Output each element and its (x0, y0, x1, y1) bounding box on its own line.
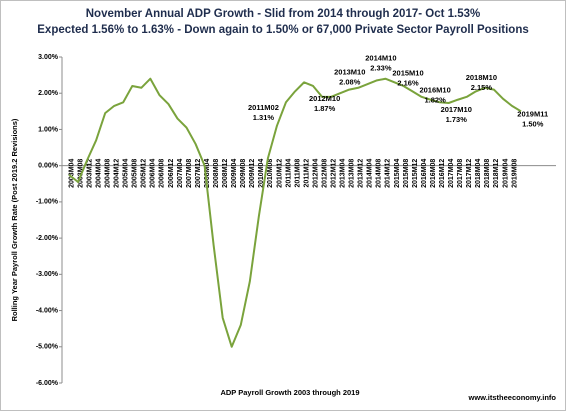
x-tick-label: 2009M12 (249, 159, 256, 188)
x-tick-label: 2018M08 (484, 159, 491, 188)
x-tick-label: 2010M04 (258, 159, 265, 188)
x-tick-label: 2005M08 (132, 159, 139, 188)
y-tick-label: 2.00% (38, 90, 59, 97)
x-tick-label: 2013M04 (340, 159, 347, 188)
x-tick-label: 2017M12 (466, 159, 473, 188)
y-tick-label: -2.00% (36, 235, 59, 242)
annotation-period: 2017M10 (441, 105, 472, 114)
y-tick-label: -5.00% (36, 344, 59, 351)
annotation-value: 1.50% (522, 119, 544, 128)
x-tick-label: 2004M12 (114, 159, 121, 188)
x-tick-label: 2012M08 (321, 159, 328, 188)
x-tick-label: 2017M08 (457, 159, 464, 188)
x-axis-title: ADP Payroll Growth 2003 through 2019 (220, 388, 359, 397)
x-tick-label: 2019M08 (511, 159, 518, 188)
x-tick-label: 2009M08 (240, 159, 247, 188)
y-tick-label: -6.00% (36, 380, 59, 387)
x-tick-label: 2013M08 (349, 159, 356, 188)
chart-subtitle: Expected 1.56% to 1.63% - Down again to … (37, 24, 529, 36)
x-tick-label: 2016M08 (430, 159, 437, 188)
y-tick-label: 3.00% (38, 54, 59, 61)
y-tick-label: 1.00% (38, 126, 59, 133)
x-tick-label: 2003M12 (86, 159, 93, 188)
x-tick-label: 2011M08 (294, 159, 301, 188)
x-tick-label: 2016M12 (439, 159, 446, 188)
x-tick-label: 2012M12 (331, 159, 338, 188)
y-tick-label: -1.00% (36, 199, 59, 206)
x-tick-label: 2011M04 (285, 159, 292, 188)
x-tick-label: 2017M04 (448, 159, 455, 188)
x-tick-label: 2015M12 (412, 159, 419, 188)
x-tick-label: 2004M04 (95, 159, 102, 188)
x-tick-label: 2014M08 (376, 159, 383, 188)
chart-title: November Annual ADP Growth - Slid from 2… (86, 8, 481, 20)
x-tick-label: 2012M04 (312, 159, 319, 188)
x-tick-label: 2005M12 (141, 159, 148, 188)
x-tick-label: 2011M12 (303, 159, 310, 188)
x-tick-label: 2007M04 (177, 159, 184, 188)
annotation-value: 2.08% (339, 77, 361, 86)
x-tick-label: 2008M04 (204, 159, 211, 188)
annotation-value: 1.73% (446, 115, 468, 124)
x-tick-label: 2015M04 (394, 159, 401, 188)
x-tick-label: 2004M08 (105, 159, 112, 188)
x-tick-label: 2010M08 (267, 159, 274, 188)
annotation-period: 2016M10 (419, 86, 450, 95)
annotation-value: 1.82% (424, 96, 446, 105)
annotation-period: 2011M02 (248, 103, 279, 112)
x-tick-label: 2006M12 (168, 159, 175, 188)
x-tick-label: 2014M12 (385, 159, 392, 188)
x-tick-label: 2014M04 (367, 159, 374, 188)
x-tick-label: 2006M08 (159, 159, 166, 188)
annotation-period: 2013M10 (334, 67, 365, 76)
x-tick-label: 2003M04 (68, 159, 75, 188)
x-tick-label: 2018M12 (493, 159, 500, 188)
annotation-period: 2019M11 (517, 109, 548, 118)
annotation-value: 2.33% (370, 63, 392, 72)
annotation-value: 1.31% (253, 113, 275, 122)
x-tick-label: 2007M12 (195, 159, 202, 188)
data-line (68, 77, 522, 348)
x-tick-label: 2008M12 (222, 159, 229, 188)
x-tick-label: 2019M04 (502, 159, 509, 188)
annotation-period: 2014M10 (365, 53, 396, 62)
y-tick-label: -4.00% (36, 307, 59, 314)
source-note: www.itstheeconomy.info (467, 393, 556, 402)
x-tick-label: 2013M12 (358, 159, 365, 188)
x-tick-label: 2010M12 (276, 159, 283, 188)
annotation-period: 2012M10 (309, 94, 340, 103)
x-tick-label: 2016M04 (421, 159, 428, 188)
x-tick-label: 2018M04 (475, 159, 482, 188)
y-axis-title: Rolling Year Payroll Growth Rate (Post 2… (10, 118, 19, 321)
x-tick-label: 2005M04 (123, 159, 130, 188)
annotation-period: 2015M10 (392, 68, 423, 77)
y-tick-label: 0.00% (38, 163, 59, 170)
x-tick-label: 2007M08 (186, 159, 193, 188)
x-tick-label: 2006M04 (150, 159, 157, 188)
x-tick-label: 2008M08 (213, 159, 220, 188)
x-tick-label: 2015M08 (403, 159, 410, 188)
y-tick-label: -3.00% (36, 271, 59, 278)
annotation-value: 1.87% (314, 104, 336, 113)
annotation-value: 2.16% (397, 78, 419, 87)
x-tick-label: 2009M04 (231, 159, 238, 188)
annotation-period: 2018M10 (466, 73, 497, 82)
annotation-value: 2.15% (471, 83, 493, 92)
